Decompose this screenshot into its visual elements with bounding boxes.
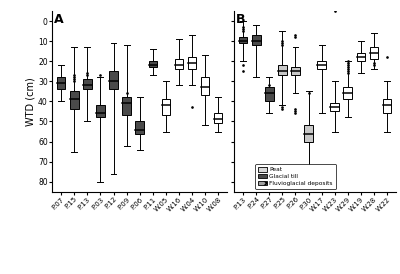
Bar [188,57,196,69]
Bar [57,77,66,89]
Text: B: B [236,13,245,26]
Text: A: A [54,13,63,26]
Bar [214,113,222,124]
Bar [278,65,287,75]
Bar [383,99,391,113]
Bar [330,103,339,112]
Bar [96,105,105,118]
Bar [239,37,248,43]
Bar [370,47,378,59]
Bar [304,125,313,142]
Legend: Peat, Glacial till, Fluvioglacial deposits: Peat, Glacial till, Fluvioglacial deposi… [256,164,336,189]
Bar [252,35,260,45]
Bar [70,91,78,109]
Bar [265,87,274,101]
Bar [162,99,170,115]
Bar [291,67,300,75]
Bar [148,61,157,67]
Bar [83,79,92,89]
Y-axis label: WTD (cm): WTD (cm) [25,77,35,126]
Bar [122,97,131,115]
Bar [201,77,209,95]
Bar [109,71,118,89]
Bar [356,53,365,61]
Bar [317,61,326,69]
Bar [175,59,183,69]
Bar [136,121,144,133]
Bar [344,87,352,99]
